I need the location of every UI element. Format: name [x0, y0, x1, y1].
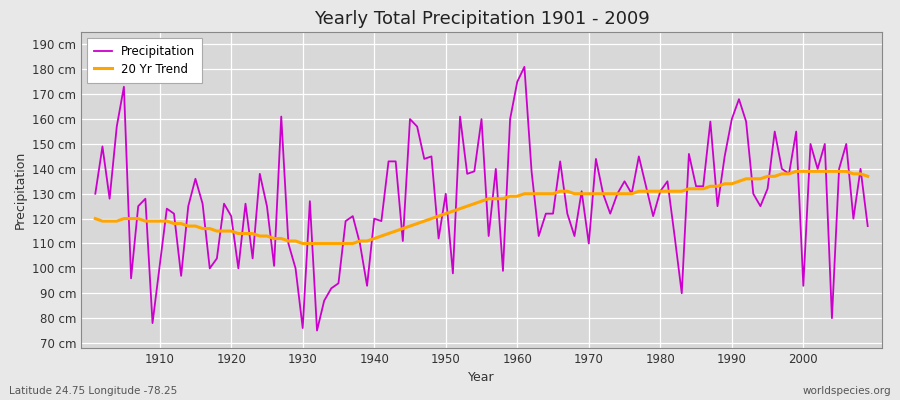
- X-axis label: Year: Year: [468, 372, 495, 384]
- Text: worldspecies.org: worldspecies.org: [803, 386, 891, 396]
- Precipitation: [90, 191, 101, 196]
- Line: 20 Yr Trend: 20 Yr Trend: [95, 171, 868, 244]
- 20 Yr Trend: [297, 241, 308, 246]
- Line: Precipitation: Precipitation: [95, 67, 868, 330]
- Title: Yearly Total Precipitation 1901 - 2009: Yearly Total Precipitation 1901 - 2009: [313, 10, 650, 28]
- Precipitation: [612, 191, 623, 196]
- Precipitation: [862, 224, 873, 228]
- Precipitation: [311, 328, 322, 333]
- Text: Latitude 24.75 Longitude -78.25: Latitude 24.75 Longitude -78.25: [9, 386, 177, 396]
- 20 Yr Trend: [862, 174, 873, 179]
- Legend: Precipitation, 20 Yr Trend: Precipitation, 20 Yr Trend: [87, 38, 202, 83]
- Precipitation: [147, 321, 158, 326]
- 20 Yr Trend: [355, 239, 365, 244]
- 20 Yr Trend: [311, 241, 322, 246]
- 20 Yr Trend: [512, 194, 523, 199]
- 20 Yr Trend: [519, 191, 530, 196]
- 20 Yr Trend: [605, 191, 616, 196]
- Precipitation: [355, 241, 365, 246]
- Y-axis label: Precipitation: Precipitation: [14, 151, 27, 229]
- 20 Yr Trend: [90, 216, 101, 221]
- Precipitation: [304, 199, 315, 204]
- 20 Yr Trend: [147, 219, 158, 224]
- 20 Yr Trend: [791, 169, 802, 174]
- Precipitation: [512, 79, 523, 84]
- Precipitation: [519, 64, 530, 69]
- Precipitation: [526, 169, 537, 174]
